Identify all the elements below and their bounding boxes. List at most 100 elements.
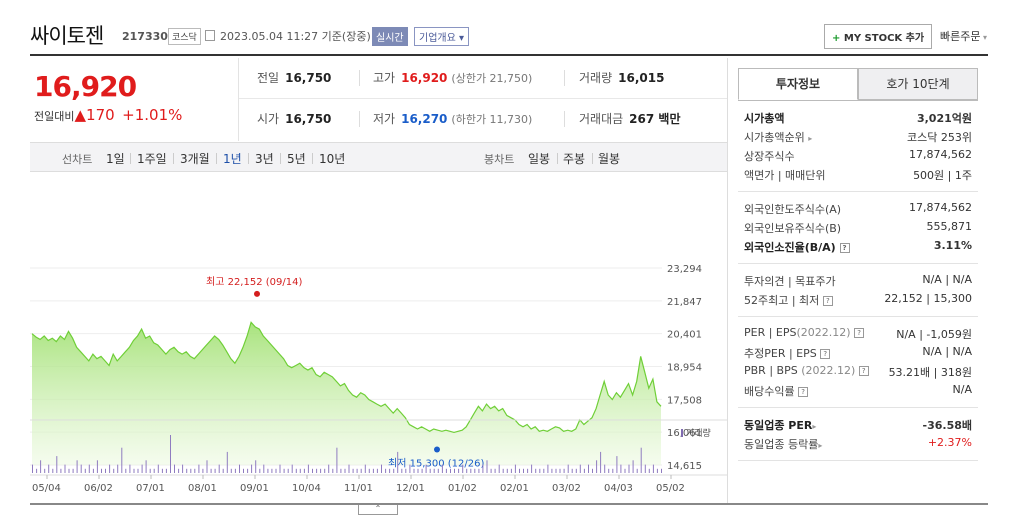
period-3y[interactable]: 3년 bbox=[255, 152, 274, 166]
candle-daily[interactable]: 일봉 bbox=[528, 152, 551, 166]
volume-bar bbox=[68, 468, 70, 473]
volume-bar bbox=[137, 468, 139, 473]
volume-bar bbox=[206, 460, 208, 473]
x-tick-label: 08/01 bbox=[188, 483, 217, 494]
period-1w[interactable]: 1주일 bbox=[137, 152, 167, 166]
volume-bar bbox=[222, 468, 224, 473]
collapse-toggle-button[interactable]: ⌃ bbox=[358, 505, 398, 515]
open-price: 시가 16,750 bbox=[257, 112, 332, 126]
volume-bar bbox=[486, 460, 488, 473]
volume-bar bbox=[332, 468, 334, 473]
volume-bar bbox=[356, 468, 358, 473]
tab-hoga-10[interactable]: 호가 10단계 bbox=[858, 68, 978, 100]
help-icon[interactable]: ? bbox=[798, 387, 809, 397]
volume-bar bbox=[498, 464, 500, 473]
volume-bar bbox=[409, 464, 411, 473]
volume-bar bbox=[628, 464, 630, 473]
price-line bbox=[31, 321, 662, 434]
volume-bar bbox=[170, 435, 171, 473]
x-tick-label: 05/02 bbox=[656, 483, 685, 494]
period-1y[interactable]: 1년 bbox=[223, 152, 242, 166]
volume-bar bbox=[344, 468, 346, 473]
candle-monthly[interactable]: 월봉 bbox=[598, 152, 621, 166]
current-price: 16,920 bbox=[34, 70, 137, 103]
volume-bar bbox=[429, 468, 431, 473]
volume-bar bbox=[251, 464, 253, 473]
sector-per-row[interactable]: 동일업종 PER▸ -36.58배 bbox=[744, 419, 972, 432]
volume-bar bbox=[178, 468, 180, 473]
add-my-stock-button[interactable]: + MY STOCK 추가 bbox=[824, 24, 933, 49]
volume-bar bbox=[80, 464, 82, 473]
company-overview-button[interactable]: 기업개요 ▾ bbox=[414, 27, 469, 46]
help-icon[interactable]: ? bbox=[822, 296, 833, 306]
volume-bar bbox=[161, 468, 163, 473]
volume-bar bbox=[84, 468, 86, 473]
volume-bar bbox=[656, 468, 658, 473]
low-annotation: 최저 15,300 (12/26) bbox=[388, 457, 484, 469]
volume-bar bbox=[182, 464, 184, 473]
volume-bar bbox=[64, 464, 66, 473]
volume-bar bbox=[364, 464, 366, 473]
help-icon[interactable]: ? bbox=[858, 366, 869, 376]
high-annotation: 최고 22,152 (09/14) bbox=[206, 276, 302, 288]
volume-bar bbox=[198, 464, 200, 473]
volume-bar bbox=[307, 464, 309, 473]
period-3m[interactable]: 3개월 bbox=[180, 152, 210, 166]
x-tick-label: 10/04 bbox=[292, 483, 321, 494]
volume-bar bbox=[596, 460, 598, 473]
volume-bar bbox=[125, 468, 127, 473]
volume-bar bbox=[632, 460, 634, 473]
volume-bar bbox=[275, 468, 277, 473]
price-area bbox=[32, 322, 661, 465]
sector-rate-row[interactable]: 동일업종 등락률▸ +2.37% bbox=[744, 436, 972, 451]
candle-chart-label: 봉차트 bbox=[484, 153, 515, 166]
period-1d[interactable]: 1일 bbox=[106, 152, 125, 166]
volume-bar bbox=[502, 468, 504, 473]
period-10y[interactable]: 10년 bbox=[319, 152, 346, 166]
help-icon[interactable]: ? bbox=[820, 349, 831, 359]
quick-order-button[interactable]: 빠른주문 ▾ bbox=[940, 28, 987, 44]
market-cap-rank-row[interactable]: 시가총액순위 ▸ 코스닥 253위 bbox=[744, 131, 972, 144]
foreign-ratio-row: 외국인소진율(B/A) ? 3.11% bbox=[744, 239, 972, 254]
volume-bar bbox=[454, 468, 455, 473]
volume-bar bbox=[397, 451, 399, 473]
volume-bar bbox=[194, 468, 196, 473]
volume-bar bbox=[661, 468, 662, 473]
volume-bar bbox=[36, 468, 38, 473]
volume-bar bbox=[543, 468, 545, 473]
volume-bar bbox=[588, 464, 589, 473]
period-5y[interactable]: 5년 bbox=[287, 152, 306, 166]
volume-bar bbox=[105, 468, 106, 473]
help-icon[interactable]: ? bbox=[854, 328, 865, 338]
x-tick-label: 01/02 bbox=[448, 483, 477, 494]
volume-bar bbox=[413, 468, 415, 473]
y-tick-label: 14,615 bbox=[667, 461, 702, 472]
volume-bar bbox=[299, 468, 301, 473]
volume-bar bbox=[482, 464, 484, 473]
volume-bar bbox=[401, 468, 403, 473]
tab-invest-info[interactable]: 투자정보 bbox=[738, 68, 858, 100]
volume: 거래량 16,015 bbox=[579, 71, 665, 85]
volume-bar bbox=[555, 468, 557, 473]
help-icon[interactable]: ? bbox=[839, 243, 850, 253]
volume-bar bbox=[259, 468, 261, 473]
volume-bar bbox=[425, 464, 427, 473]
volume-bar bbox=[226, 451, 228, 473]
y-tick-label: 16,061 bbox=[667, 428, 702, 439]
volume-bar bbox=[372, 468, 374, 473]
price-chart[interactable]: 23,294 21,847 20,401 18,954 17,508 16,061 14,6… bbox=[30, 173, 727, 503]
volume-bar bbox=[239, 464, 240, 473]
chevron-right-icon: ▸ bbox=[808, 134, 813, 143]
volume-bar bbox=[441, 464, 443, 473]
realtime-badge[interactable]: 실시간 bbox=[372, 27, 408, 46]
volume-bar bbox=[470, 468, 472, 473]
volume-bar bbox=[567, 464, 569, 473]
x-tick-label: 11/01 bbox=[344, 483, 373, 494]
volume-bar bbox=[514, 464, 516, 473]
volume-bar bbox=[316, 468, 318, 473]
candle-weekly[interactable]: 주봉 bbox=[563, 152, 586, 166]
volume-bar bbox=[490, 468, 492, 473]
volume-bar bbox=[96, 460, 98, 473]
volume-bar bbox=[190, 468, 192, 473]
volume-bar bbox=[417, 468, 419, 473]
